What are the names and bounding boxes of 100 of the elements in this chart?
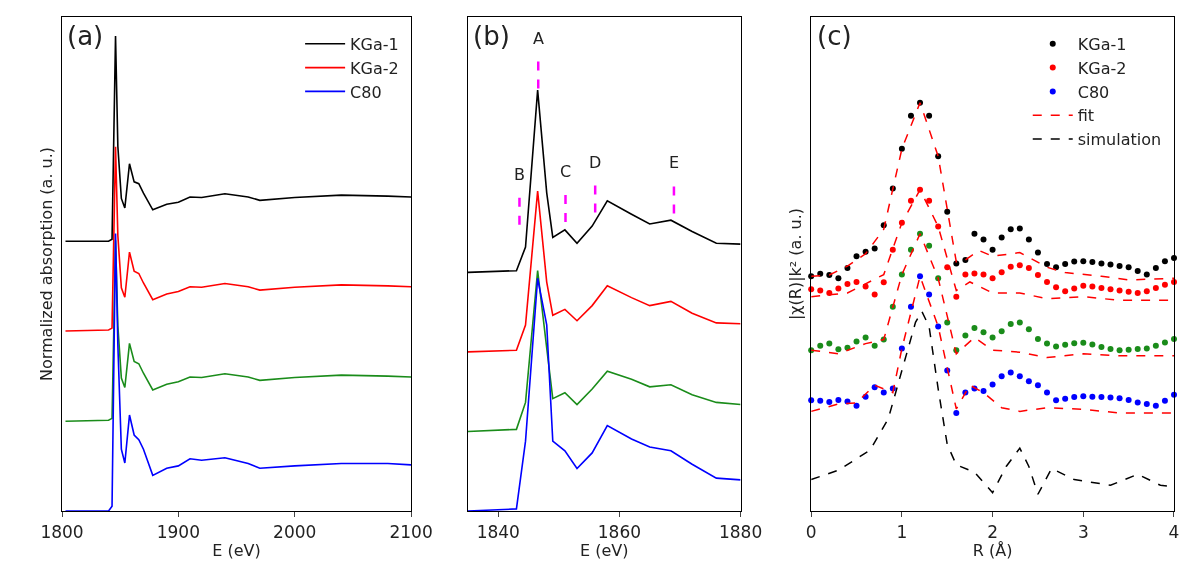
- point: [1044, 340, 1051, 347]
- point: [1134, 267, 1141, 274]
- point: [1071, 285, 1078, 292]
- point: [1152, 402, 1159, 409]
- point: [971, 325, 978, 332]
- point: [907, 303, 914, 310]
- point: [926, 197, 933, 204]
- x-tick-label: 2000: [273, 521, 317, 542]
- point: [1071, 394, 1078, 401]
- x-tick-label: 1840: [476, 521, 520, 542]
- ref-line-label: A: [533, 29, 544, 48]
- point: [1134, 345, 1141, 352]
- x-tick-label: 0: [805, 521, 817, 542]
- point: [1152, 285, 1159, 292]
- point: [1062, 341, 1069, 348]
- point: [935, 323, 942, 330]
- point: [1116, 395, 1123, 402]
- x-tick-label: 3: [1077, 521, 1089, 542]
- point: [1098, 394, 1105, 401]
- point: [980, 387, 987, 394]
- y-axis-title: Normalized absorption (a. u.): [36, 146, 56, 382]
- point: [1016, 262, 1023, 269]
- point: [1007, 263, 1014, 270]
- point: [953, 293, 960, 300]
- point: [962, 332, 969, 339]
- point: [871, 245, 878, 252]
- point: [1080, 258, 1087, 265]
- point: [1125, 346, 1132, 353]
- point: [880, 279, 887, 286]
- point: [1107, 286, 1114, 293]
- point: [880, 389, 887, 396]
- point: [1098, 285, 1105, 292]
- point: [871, 342, 878, 349]
- point: [1053, 397, 1060, 404]
- point: [1007, 321, 1014, 328]
- point: [1161, 339, 1168, 346]
- legend-label: KGa-1: [1077, 35, 1127, 55]
- point: [1071, 340, 1078, 347]
- point: [1134, 289, 1141, 296]
- point: [1034, 272, 1041, 279]
- x-tick-label: 1860: [597, 521, 642, 542]
- x-tick-label: 2: [987, 521, 998, 542]
- point: [989, 381, 996, 388]
- point: [898, 345, 905, 352]
- point: [1171, 336, 1177, 343]
- point: [862, 334, 869, 341]
- ref-line-label: E: [669, 153, 680, 172]
- point: [871, 291, 878, 298]
- point: [817, 342, 824, 349]
- x-tick-label: 2100: [389, 521, 433, 542]
- point: [989, 334, 996, 341]
- point: [989, 246, 996, 253]
- ref-line-label: D: [589, 153, 602, 172]
- text: (c): [817, 21, 852, 51]
- legend-label: C80: [1077, 82, 1110, 102]
- point: [926, 112, 933, 119]
- point: [898, 271, 905, 278]
- point: [1152, 342, 1159, 349]
- point: [944, 319, 951, 326]
- point: [962, 271, 969, 278]
- point: [1171, 278, 1177, 285]
- point: [1161, 258, 1168, 265]
- point: [980, 236, 987, 243]
- point: [1025, 378, 1032, 385]
- point: [1098, 260, 1105, 267]
- point: [1107, 394, 1114, 401]
- point: [1116, 263, 1123, 270]
- point: [835, 285, 842, 292]
- point: [1089, 341, 1096, 348]
- point: [1007, 369, 1014, 376]
- ref-line-label: B: [514, 165, 525, 184]
- point: [1053, 284, 1060, 291]
- point: [926, 242, 933, 249]
- x-tick-label: 4: [1168, 521, 1180, 542]
- point: [898, 145, 905, 152]
- point: [971, 230, 978, 237]
- point: [1089, 393, 1096, 400]
- point: [835, 396, 842, 403]
- legend-label: C80: [350, 82, 382, 102]
- legend-label: simulation: [1077, 130, 1162, 150]
- point: [1062, 261, 1069, 267]
- point: [853, 402, 860, 409]
- point: [1107, 345, 1114, 352]
- point: [1080, 282, 1087, 289]
- point: [907, 197, 914, 204]
- x-tick-label: 1880: [718, 521, 763, 542]
- point: [1161, 397, 1168, 404]
- x-axis-title: R (Å): [972, 541, 1013, 561]
- point: [826, 340, 833, 347]
- point: [1152, 265, 1159, 272]
- point: [1143, 345, 1150, 352]
- point: [835, 275, 842, 282]
- point: [1125, 264, 1132, 271]
- point: [1171, 254, 1177, 261]
- legend-label: KGa-2: [350, 58, 399, 78]
- point: [817, 270, 824, 277]
- point: [826, 398, 833, 405]
- point: [998, 234, 1005, 241]
- y-axis-title: |χ(R)|k² (a. u.): [785, 207, 805, 321]
- point: [853, 253, 860, 260]
